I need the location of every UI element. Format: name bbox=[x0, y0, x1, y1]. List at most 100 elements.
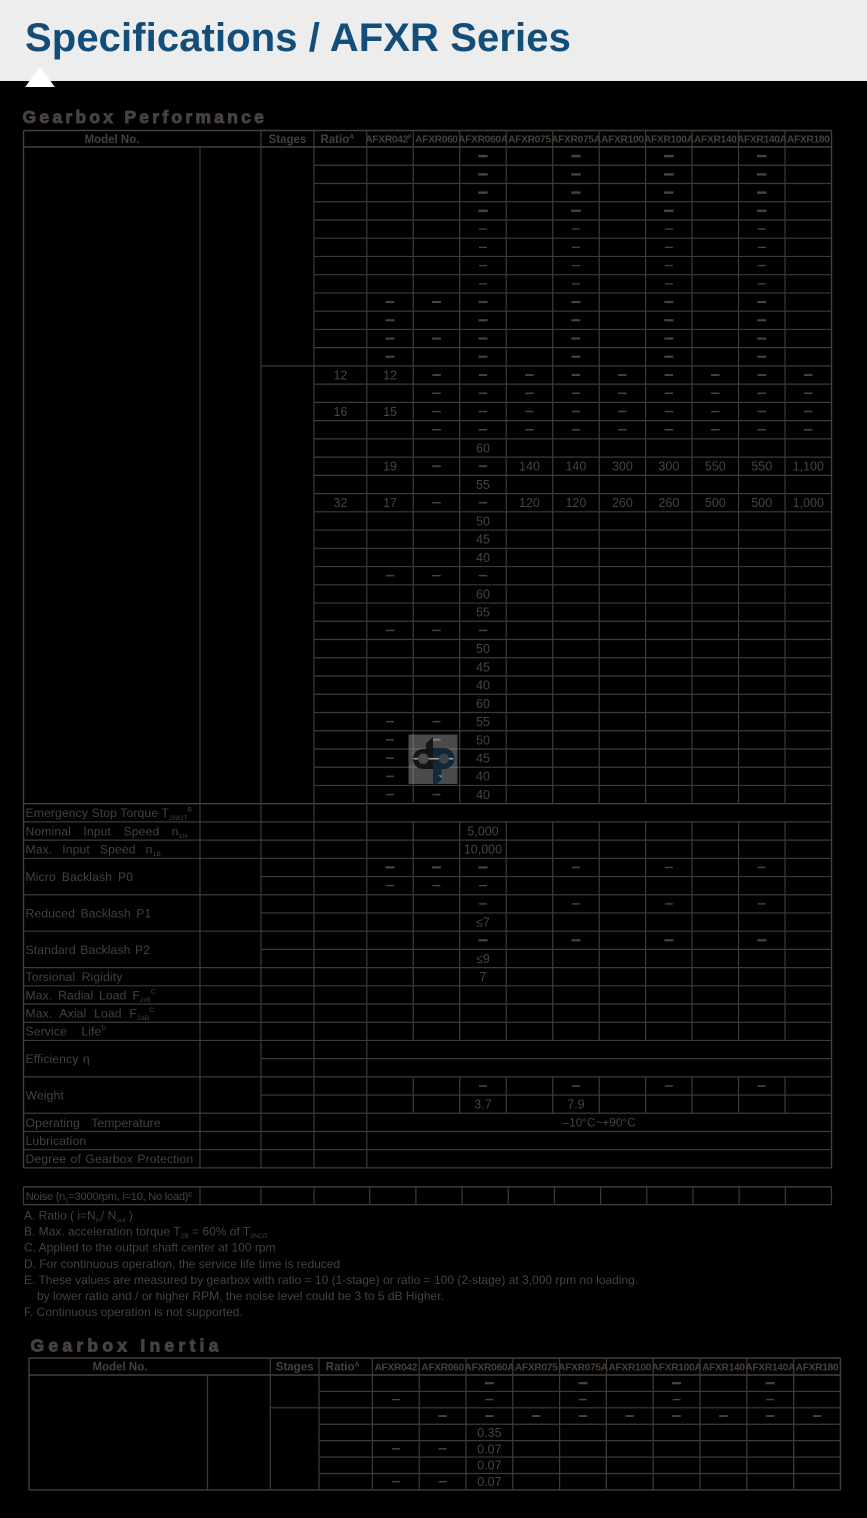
svg-text:AFXR060A: AFXR060A bbox=[465, 1362, 516, 1373]
svg-text:7.9: 7.9 bbox=[567, 1098, 584, 1112]
svg-text:60: 60 bbox=[476, 697, 490, 711]
svg-text:AFXR060: AFXR060 bbox=[421, 1362, 464, 1373]
svg-text:AFXR075A: AFXR075A bbox=[558, 1362, 609, 1373]
svg-text:Emergency Stop Torque T2NOTB: Emergency Stop Torque T2NOTB bbox=[26, 806, 193, 822]
svg-text:AFXR075: AFXR075 bbox=[515, 1362, 558, 1373]
svg-text:7: 7 bbox=[479, 970, 486, 984]
svg-text:AFXR060: AFXR060 bbox=[415, 135, 458, 146]
svg-text:500: 500 bbox=[751, 496, 772, 510]
svg-text:Specifications / AFXR Series: Specifications / AFXR Series bbox=[25, 16, 571, 60]
svg-text:Max. Axial Load F2aBC: Max. Axial Load F2aBC bbox=[26, 1007, 155, 1023]
svg-text:40: 40 bbox=[476, 551, 490, 565]
svg-text:Reduced Backlash P1: Reduced Backlash P1 bbox=[26, 906, 152, 920]
svg-text:1,000: 1,000 bbox=[793, 496, 824, 510]
svg-text:AFXR100A: AFXR100A bbox=[652, 1362, 703, 1373]
svg-text:AFXR042: AFXR042 bbox=[374, 1362, 417, 1373]
svg-text:5,000: 5,000 bbox=[467, 824, 498, 838]
svg-text:300: 300 bbox=[612, 460, 633, 474]
svg-text:55: 55 bbox=[476, 715, 490, 729]
svg-text:AFXR140A: AFXR140A bbox=[737, 135, 788, 146]
svg-text:40: 40 bbox=[476, 788, 490, 802]
svg-text:AFXR140: AFXR140 bbox=[694, 135, 737, 146]
svg-text:Gearbox Performance: Gearbox Performance bbox=[23, 107, 268, 127]
svg-text:AFXR100A: AFXR100A bbox=[644, 135, 695, 146]
svg-text:Efficiency η: Efficiency η bbox=[26, 1052, 90, 1066]
svg-text:17: 17 bbox=[383, 496, 397, 510]
svg-text:120: 120 bbox=[519, 496, 540, 510]
svg-text:Lubrication: Lubrication bbox=[26, 1134, 87, 1148]
svg-text:by lower ratio and / or higher: by lower ratio and / or higher RPM, the … bbox=[37, 1289, 444, 1303]
svg-text:RatioA: RatioA bbox=[326, 1362, 360, 1374]
svg-text:550: 550 bbox=[751, 460, 772, 474]
svg-text:40: 40 bbox=[476, 770, 490, 784]
svg-text:60: 60 bbox=[476, 587, 490, 601]
svg-text:–10°C~+90°C: –10°C~+90°C bbox=[563, 1116, 637, 1130]
svg-text:Nominal Input Speed n1N: Nominal Input Speed n1N bbox=[26, 824, 188, 840]
svg-text:AFXR075A: AFXR075A bbox=[551, 135, 602, 146]
svg-text:0.07: 0.07 bbox=[477, 1459, 501, 1473]
svg-text:Torsional Rigidity: Torsional Rigidity bbox=[26, 970, 124, 984]
svg-text:12: 12 bbox=[333, 368, 347, 382]
svg-text:RatioA: RatioA bbox=[320, 134, 354, 146]
svg-text:32: 32 bbox=[333, 496, 347, 510]
svg-text:Model No.: Model No. bbox=[85, 134, 140, 146]
svg-text:≤7: ≤7 bbox=[476, 915, 490, 929]
svg-text:Max. Radial Load F2rBC: Max. Radial Load F2rBC bbox=[26, 988, 156, 1004]
svg-text:16: 16 bbox=[333, 405, 347, 419]
svg-text:50: 50 bbox=[476, 733, 490, 747]
svg-text:AFXR042F: AFXR042F bbox=[365, 134, 412, 146]
svg-text:55: 55 bbox=[476, 478, 490, 492]
svg-text:0.35: 0.35 bbox=[477, 1426, 501, 1440]
svg-text:D. For continuous operation, t: D. For continuous operation, the service… bbox=[24, 1257, 340, 1271]
svg-text:AFXR100: AFXR100 bbox=[601, 135, 644, 146]
svg-text:55: 55 bbox=[476, 606, 490, 620]
svg-text:AFXR075: AFXR075 bbox=[508, 135, 551, 146]
svg-text:260: 260 bbox=[658, 496, 679, 510]
svg-text:0.07: 0.07 bbox=[477, 1475, 501, 1489]
svg-text:Model No.: Model No. bbox=[93, 1362, 148, 1374]
svg-text:0.07: 0.07 bbox=[477, 1442, 501, 1456]
svg-text:500: 500 bbox=[705, 496, 726, 510]
svg-text:AFXR140: AFXR140 bbox=[702, 1362, 745, 1373]
svg-text:Micro Backlash P0: Micro Backlash P0 bbox=[26, 870, 134, 884]
svg-text:45: 45 bbox=[476, 660, 490, 674]
svg-text:300: 300 bbox=[658, 460, 679, 474]
svg-text:45: 45 bbox=[476, 533, 490, 547]
svg-text:AFXR140A: AFXR140A bbox=[745, 1362, 796, 1373]
svg-text:40: 40 bbox=[476, 679, 490, 693]
svg-text:19: 19 bbox=[383, 460, 397, 474]
svg-text:12: 12 bbox=[383, 368, 397, 382]
svg-text:B. Max. acceleration torque T2: B. Max. acceleration torque T2B = 60% of… bbox=[24, 1225, 268, 1240]
svg-text:Noise (n1=3000rpm, i=10, No lo: Noise (n1=3000rpm, i=10, No load)E bbox=[26, 1191, 192, 1204]
svg-text:F. Continuous operation is not: F. Continuous operation is not supported… bbox=[24, 1305, 243, 1319]
svg-text:1,100: 1,100 bbox=[793, 460, 824, 474]
svg-text:140: 140 bbox=[565, 460, 586, 474]
svg-text:3.7: 3.7 bbox=[474, 1098, 491, 1112]
svg-text:≤9: ≤9 bbox=[476, 952, 490, 966]
svg-text:C. Applied to the output shaft: C. Applied to the output shaft center at… bbox=[24, 1241, 276, 1255]
svg-text:Gearbox Inertia: Gearbox Inertia bbox=[31, 1336, 223, 1356]
svg-text:AFXR180: AFXR180 bbox=[796, 1362, 839, 1373]
svg-text:Stages: Stages bbox=[276, 1362, 314, 1374]
svg-text:AFXR100: AFXR100 bbox=[608, 1362, 651, 1373]
svg-text:AFXR060A: AFXR060A bbox=[458, 135, 509, 146]
svg-text:60: 60 bbox=[476, 441, 490, 455]
svg-text:Operating Temperature: Operating Temperature bbox=[26, 1116, 161, 1130]
svg-text:A. Ratio ( i=Nin/ Nout ): A. Ratio ( i=Nin/ Nout ) bbox=[24, 1209, 133, 1224]
svg-text:AFXR180: AFXR180 bbox=[787, 135, 830, 146]
svg-text:E. These values are measured b: E. These values are measured by gearbox … bbox=[24, 1273, 638, 1287]
svg-text:10,000: 10,000 bbox=[464, 843, 502, 857]
svg-text:Stages: Stages bbox=[269, 134, 307, 146]
svg-text:Service LifeD: Service LifeD bbox=[26, 1025, 107, 1039]
svg-text:260: 260 bbox=[612, 496, 633, 510]
svg-text:Max. Input Speed n1B: Max. Input Speed n1B bbox=[26, 843, 162, 859]
svg-text:Standard Backlash P2: Standard Backlash P2 bbox=[26, 943, 151, 957]
svg-text:50: 50 bbox=[476, 642, 490, 656]
svg-text:120: 120 bbox=[565, 496, 586, 510]
svg-text:550: 550 bbox=[705, 460, 726, 474]
svg-text:15: 15 bbox=[383, 405, 397, 419]
svg-text:Degree of Gearbox Protection: Degree of Gearbox Protection bbox=[26, 1152, 194, 1166]
svg-text:140: 140 bbox=[519, 460, 540, 474]
svg-text:Weight: Weight bbox=[26, 1089, 65, 1103]
svg-text:45: 45 bbox=[476, 751, 490, 765]
